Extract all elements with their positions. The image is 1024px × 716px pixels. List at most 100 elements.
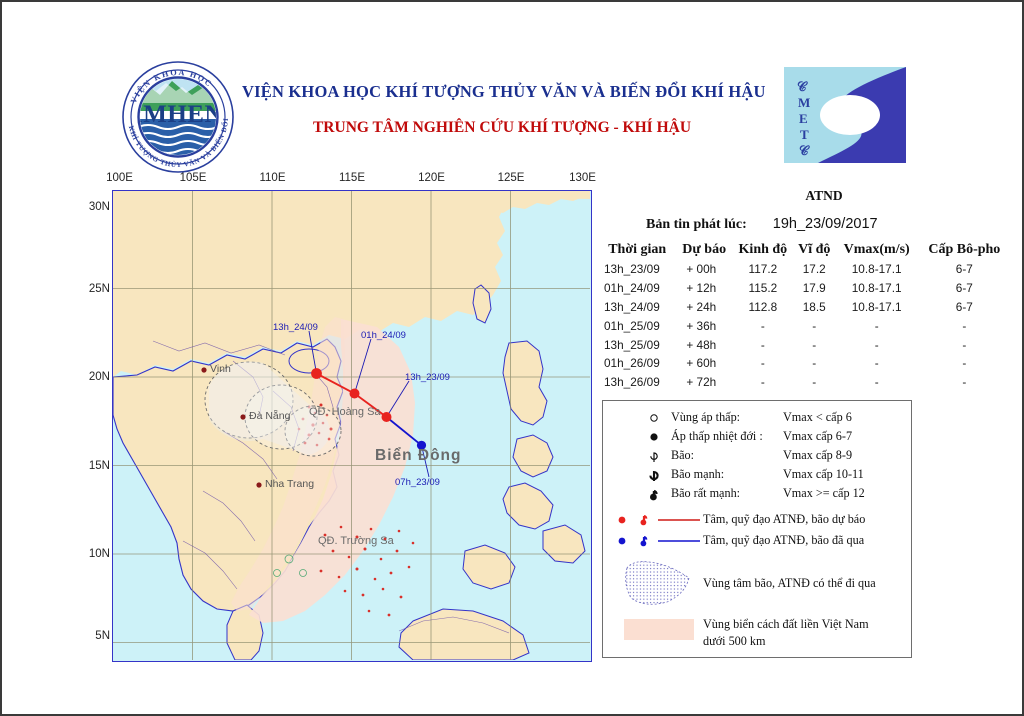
forecast-col-0: Thời gian	[608, 242, 667, 257]
track-point-f24	[311, 368, 322, 379]
forecast-cell-r6-c0: 13h_26/09	[604, 375, 660, 390]
bulletin-issued-time: 19h_23/09/2017	[772, 216, 878, 232]
map-graphics	[113, 191, 590, 660]
header-titles: VIỆN KHOA HỌC KHÍ TƯỢNG THỦY VĂN VÀ BIẾN…	[242, 82, 766, 137]
legend-label-tropical-depression: Áp thấp nhiệt đới :	[671, 429, 763, 443]
forecast-cell-r3-c5: -	[962, 318, 967, 333]
forecast-cell-r6-c3: -	[812, 375, 817, 390]
legend-label-strong-storm: Bão mạnh:	[671, 467, 725, 481]
forecast-cell-r5-c3: -	[812, 356, 817, 371]
forecast-cell-r5-c4: -	[874, 356, 879, 371]
map-canvas[interactable]: Biển Đông QĐ. Hoàng Sa QĐ. Trường Sa Vin…	[112, 190, 592, 662]
forecast-cell-r5-c2: -	[760, 356, 765, 371]
bulletin-issued-row: Bản tin phát lúc: 19h_23/09/2017	[598, 215, 1010, 233]
forecast-table-body: 13h_23/09 + 00h 117.2 17.2 10.8-17.1 6-7 01h_2…	[598, 260, 1010, 391]
legend-label-forecast-track: Tâm, quỹ đạo ATNĐ, bão dự báo	[703, 512, 866, 526]
legend-row-tropical-depression: Áp thấp nhiệt đới : Vmax cấp 6-7	[637, 428, 852, 445]
track-label-07h-23-09: 07h_23/09	[395, 477, 440, 488]
forecast-cell-r6-c4: -	[874, 375, 879, 390]
forecast-col-5: Cấp Bô-pho	[928, 242, 1001, 257]
forecast-cell-r1-c0: 01h_24/09	[604, 281, 660, 296]
legend-row-strong-storm: Bão mạnh: Vmax cấp 10-11	[637, 466, 864, 483]
lon-tick-105E: 105E	[179, 172, 207, 184]
forecast-cell-r4-c3: -	[812, 337, 817, 352]
forecast-cell-r3-c1: + 36h	[686, 318, 717, 333]
legend-label-coastal-zone-line2: dưới 500 km	[703, 634, 766, 648]
track-point-f12	[349, 388, 360, 399]
forecast-cell-r5-c0: 01h_26/09	[604, 356, 660, 371]
legend-row-storm: Bão: Vmax cấp 8-9	[637, 447, 852, 464]
lon-tick-120E: 120E	[418, 172, 445, 184]
bulletin-issued-label: Bản tin phát lúc:	[646, 217, 747, 232]
track-point-past	[416, 440, 427, 450]
forecast-panel: ATND Bản tin phát lúc: 19h_23/09/2017 Th…	[598, 188, 1010, 391]
forecast-cell-r4-c0: 13h_25/09	[604, 337, 660, 352]
table-row: 13h_25/09 + 48h - - - -	[598, 335, 1010, 354]
blue-track-icon	[613, 534, 703, 548]
forecast-cell-r3-c4: -	[874, 318, 879, 333]
forecast-cell-r3-c3: -	[812, 318, 817, 333]
cmetc-letter-c2: 𝒞	[799, 143, 810, 158]
table-row: 01h_25/09 + 36h - - - -	[598, 316, 1010, 335]
lon-tick-125E: 125E	[497, 172, 525, 184]
lon-tick-115E: 115E	[338, 172, 366, 184]
city-dot-nhatrang	[256, 482, 262, 488]
forecast-cell-r0-c5: 6-7	[955, 262, 973, 277]
legend-box: Vùng áp thấp: Vmax < cấp 6 Áp thấp nhiệt …	[602, 400, 912, 658]
lat-tick-30N: 30N	[88, 201, 110, 214]
table-row: 01h_24/09 + 12h 115.2 17.9 10.8-17.1 6-7	[598, 279, 1010, 298]
forecast-cell-r6-c1: + 72h	[686, 375, 717, 390]
uncertainty-cone-icon	[613, 554, 703, 612]
forecast-cell-r6-c5: -	[962, 375, 967, 390]
legend-value-low-pressure: Vmax < cấp 6	[783, 410, 852, 424]
lat-tick-10N: 10N	[88, 548, 110, 561]
red-track-icon	[613, 513, 703, 527]
latitude-axis: 30N 25N 20N 15N 10N 5N	[78, 190, 112, 662]
filled-circle-icon	[637, 431, 671, 443]
legend-label-low-pressure: Vùng áp thấp:	[671, 410, 741, 424]
legend-row-uncertainty-cone: Vùng tâm bão, ATNĐ có thể đi qua	[613, 553, 876, 613]
track-past-line	[385, 416, 423, 446]
lat-tick-15N: 15N	[88, 459, 110, 472]
forecast-col-4: Vmax(m/s)	[843, 242, 910, 257]
lon-tick-130E: 130E	[569, 172, 596, 184]
forecast-col-3: Vĩ độ	[798, 242, 831, 257]
forecast-cell-r1-c5: 6-7	[955, 281, 973, 296]
legend-row-low-pressure: Vùng áp thấp: Vmax < cấp 6	[637, 409, 852, 426]
lon-tick-100E: 100E	[106, 172, 133, 184]
legend-value-storm: Vmax cấp 8-9	[783, 448, 853, 462]
open-circle-icon	[637, 412, 671, 424]
forecast-cell-r4-c5: -	[962, 337, 967, 352]
forecast-cell-r4-c4: -	[874, 337, 879, 352]
track-point-current	[381, 412, 392, 422]
forecast-cell-r3-c0: 01h_25/09	[604, 318, 660, 333]
lat-tick-5N: 5N	[95, 629, 110, 642]
legend-value-strong-storm: Vmax cấp 10-11	[783, 467, 864, 481]
legend-label-past-track: Tâm, quỹ đạo ATNĐ, bão đã qua	[703, 533, 865, 547]
legend-row-very-strong-storm: Bão rất mạnh: Vmax >= cấp 12	[637, 485, 865, 502]
table-row: 13h_26/09 + 72h - - - -	[598, 373, 1010, 392]
longitude-axis: 100E 105E 110E 115E 120E 125E 130E	[106, 172, 596, 190]
forecast-cell-r4-c1: + 48h	[686, 337, 717, 352]
legend-label-uncertainty-cone: Vùng tâm bão, ATNĐ có thể đi qua	[703, 575, 876, 590]
forecast-cell-r2-c1: + 24h	[686, 299, 717, 314]
forecast-cell-r0-c4: 10.8-17.1	[851, 262, 902, 277]
city-dot-danang	[240, 414, 246, 420]
lon-tick-110E: 110E	[259, 172, 286, 184]
forecast-cell-r0-c2: 117.2	[748, 262, 778, 277]
coastal-zone-swatch	[613, 617, 703, 641]
forecast-map[interactable]: 100E 105E 110E 115E 120E 125E 130E 30N 25N 20N 15…	[89, 172, 596, 662]
cmetc-letter-c1: 𝒞	[797, 79, 808, 94]
cmetc-logo: 𝒞 M E T 𝒞	[780, 65, 910, 165]
track-label-13h-24-09: 13h_24/09	[273, 322, 318, 333]
institute-title: VIỆN KHOA HỌC KHÍ TƯỢNG THỦY VĂN VÀ BIẾN…	[242, 82, 766, 101]
svg-text:IMHEN: IMHEN	[133, 101, 223, 128]
legend-label-coastal-zone-line1: Vùng biển cách đất liền Việt Nam	[703, 617, 869, 631]
legend-label-very-strong-storm: Bão rất mạnh:	[671, 486, 741, 500]
forecast-cell-r1-c2: 115.2	[748, 281, 778, 296]
center-title: TRUNG TÂM NGHIÊN CỨU KHÍ TƯỢNG - KHÍ HẬU	[312, 119, 692, 136]
forecast-cell-r6-c2: -	[760, 375, 765, 390]
lat-tick-25N: 25N	[88, 282, 110, 295]
lat-tick-20N: 20N	[88, 371, 110, 384]
